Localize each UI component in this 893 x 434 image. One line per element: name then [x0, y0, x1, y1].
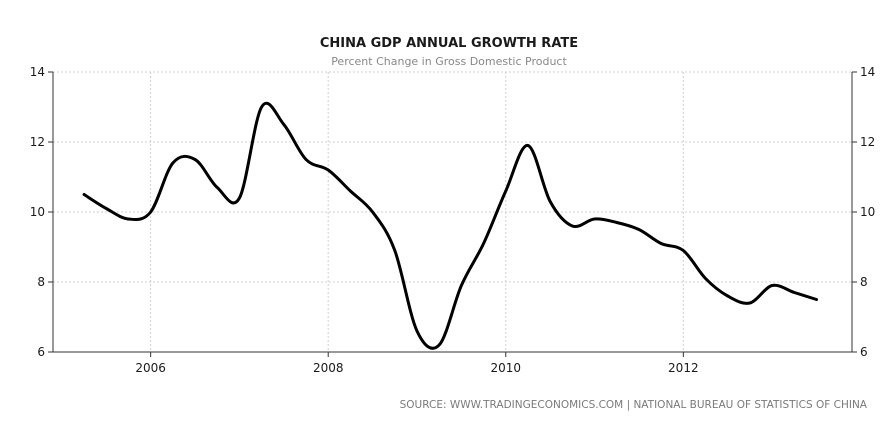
left-y-tick-label: 14	[30, 65, 45, 79]
grid-lines	[53, 71, 852, 352]
series-line	[82, 101, 818, 350]
left-y-tick-label: 10	[30, 205, 45, 219]
left-y-tick-label: 12	[30, 135, 45, 149]
x-tick-label: 2006	[135, 361, 166, 375]
x-tick-label: 2010	[490, 361, 521, 375]
chart-subtitle: Percent Change in Gross Domestic Product	[331, 55, 567, 68]
right-y-tick-label: 12	[860, 135, 875, 149]
x-tick-label: 2012	[668, 361, 699, 375]
right-y-tick-label: 8	[860, 275, 868, 289]
tick-labels: 6 6 8 8 10 10 12 12 14 14 2006 2008 2010 2012	[30, 65, 876, 375]
right-y-tick-label: 10	[860, 205, 875, 219]
chart-source: SOURCE: WWW.TRADINGECONOMICS.COM | NATIO…	[400, 399, 868, 411]
x-tick-label: 2008	[313, 361, 344, 375]
axes	[48, 71, 857, 357]
right-y-tick-label: 6	[860, 345, 868, 359]
series-layer	[82, 101, 818, 350]
left-y-tick-label: 8	[37, 275, 45, 289]
right-y-tick-label: 14	[860, 65, 875, 79]
chart-title: CHINA GDP ANNUAL GROWTH RATE	[320, 36, 578, 51]
left-y-tick-label: 6	[37, 345, 45, 359]
